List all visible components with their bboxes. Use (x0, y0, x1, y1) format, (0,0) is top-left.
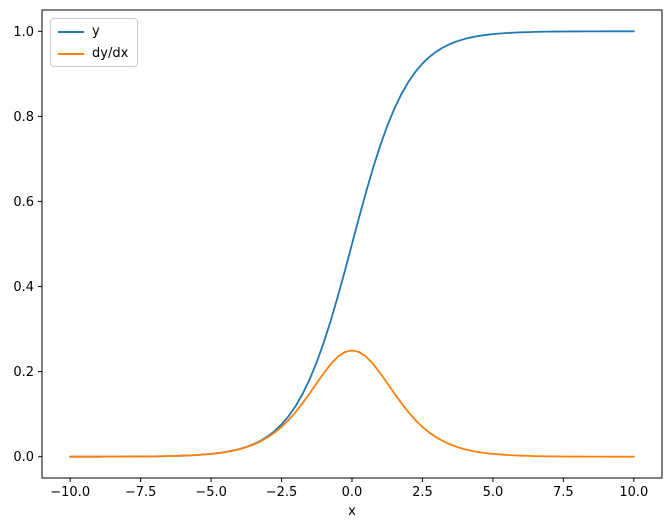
ticks-layer: −10.0 −7.5 −5.0 −2.5 0.0 2.5 5.0 7.5 10.0 0.0 0.2 0… (13, 25, 648, 500)
y-tick-label: 0.2 (13, 365, 34, 380)
y-tick-label: 0.6 (13, 195, 34, 210)
x-axis-label: x (348, 504, 356, 519)
y-tick-label: 0.0 (13, 450, 34, 465)
legend-item-dy-dx: dy/dx (58, 46, 128, 61)
series-line-dy-dx (69, 349, 635, 458)
x-tick-label: −5.0 (195, 485, 227, 500)
y-tick-label: 0.8 (13, 110, 34, 125)
x-tick-label: 10.0 (619, 485, 648, 500)
legend-line-swatch-dy-dx (58, 52, 84, 55)
legend-label-y: y (92, 24, 100, 39)
x-tick-label: 0.0 (342, 485, 363, 500)
x-tick-label: −7.5 (125, 485, 157, 500)
series-layer (69, 30, 635, 458)
legend: y dy/dx (50, 18, 139, 67)
legend-item-y: y (58, 24, 128, 39)
x-tick-label: 2.5 (412, 485, 433, 500)
x-tick-label: −2.5 (266, 485, 298, 500)
series-line-y (69, 30, 635, 458)
legend-label-dy-dx: dy/dx (92, 46, 129, 61)
y-tick-label: 0.4 (13, 280, 34, 295)
y-tick-label: 1.0 (13, 25, 34, 40)
x-tick-label: 7.5 (553, 485, 574, 500)
legend-line-swatch-y (58, 30, 84, 33)
x-tick-label: 5.0 (483, 485, 504, 500)
x-tick-label: −10.0 (50, 485, 90, 500)
